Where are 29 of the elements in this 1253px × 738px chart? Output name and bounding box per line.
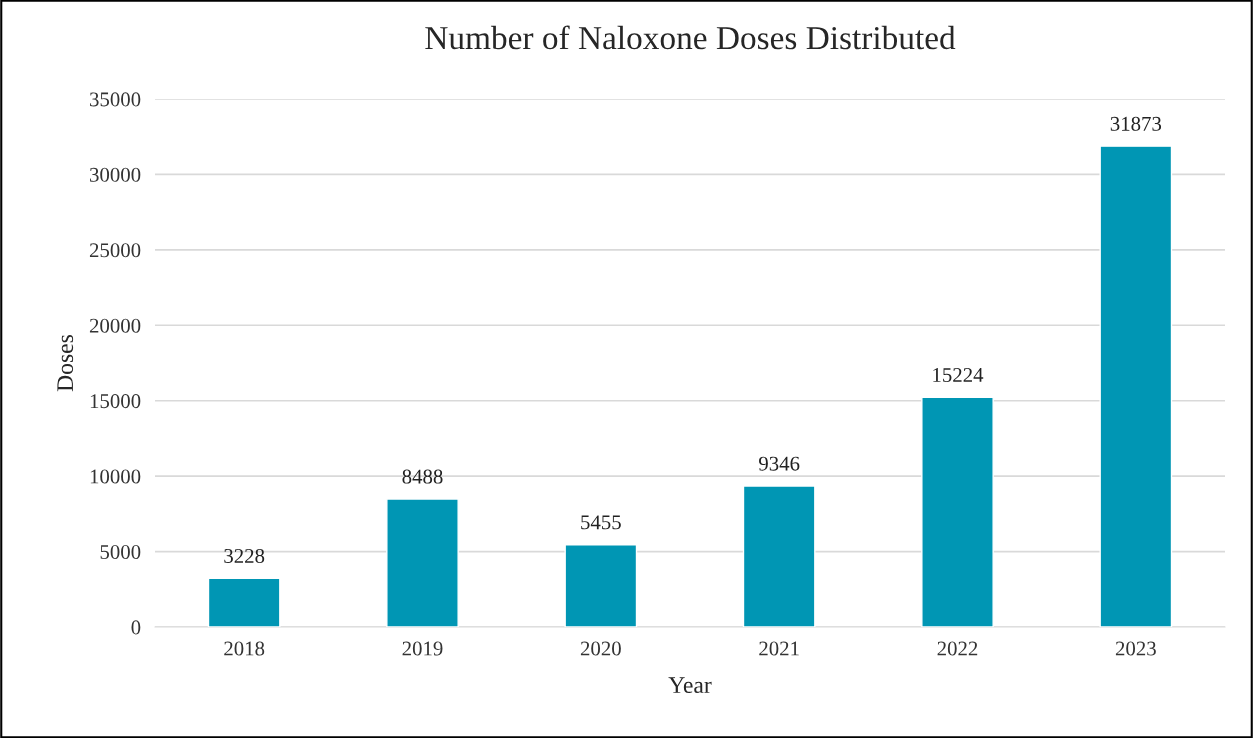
data-label: 3228 bbox=[224, 548, 265, 563]
y-tick-label: 15000 bbox=[90, 394, 141, 409]
y-tick-label: 0 bbox=[131, 620, 141, 635]
y-tick-label: 25000 bbox=[89, 243, 141, 258]
x-tick-label: 2018 bbox=[224, 641, 265, 656]
x-axis-title: Year bbox=[668, 677, 712, 694]
y-tick-label: 30000 bbox=[90, 167, 141, 182]
x-tick-label: 2021 bbox=[759, 641, 799, 656]
bar bbox=[564, 544, 638, 627]
y-tick-label: 10000 bbox=[90, 469, 141, 484]
bar bbox=[386, 498, 459, 627]
data-label: 31873 bbox=[1110, 116, 1162, 131]
bar bbox=[742, 485, 816, 627]
y-axis-title: Doses bbox=[57, 335, 74, 392]
x-tick-label: 2020 bbox=[580, 641, 621, 656]
data-label: 8488 bbox=[402, 469, 443, 484]
y-tick-label: 20000 bbox=[89, 318, 141, 333]
data-label: 15224 bbox=[933, 367, 984, 382]
bar bbox=[1099, 145, 1173, 627]
x-tick-label: 2022 bbox=[937, 641, 978, 656]
chart-title: Number of Naloxone Doses Distributed bbox=[425, 25, 956, 50]
y-tick-label: 5000 bbox=[100, 544, 141, 559]
data-label: 9346 bbox=[759, 456, 800, 471]
x-tick-label: 2023 bbox=[1115, 641, 1156, 656]
y-tick-label: 35000 bbox=[90, 92, 141, 107]
bar bbox=[921, 396, 994, 627]
bar bbox=[207, 577, 281, 627]
x-tick-label: 2019 bbox=[402, 641, 443, 656]
data-label: 5455 bbox=[581, 515, 621, 530]
